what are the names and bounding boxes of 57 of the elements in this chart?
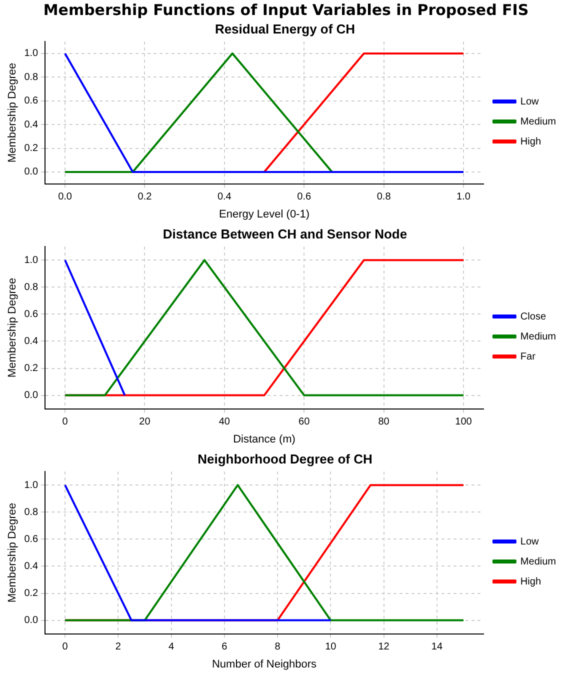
y-tick-label: 0.6 [24, 308, 39, 320]
x-tick-label: 14 [431, 642, 443, 653]
x-tick-label: 12 [378, 642, 390, 653]
legend-label: High [520, 136, 542, 148]
y-tick-label: 0.2 [24, 143, 39, 154]
legend-label: Close [520, 311, 546, 322]
y-tick-label: 0.4 [24, 560, 39, 572]
y-tick-label: 1.0 [24, 480, 39, 491]
legend-label: Far [520, 351, 536, 362]
legend-label: Low [520, 536, 540, 548]
y-tick-label: 0.0 [24, 166, 39, 178]
y-axis-title: Membership Degree [6, 278, 19, 378]
chart-title: Neighborhood Degree of CH [198, 451, 372, 466]
chart-title: Membership Functions of Input Variables in Proposed FIS [42, 0, 530, 20]
x-tick-label: 0.2 [138, 192, 152, 203]
y-tick-label: 0.4 [24, 119, 39, 130]
x-tick-label: 60 [298, 416, 310, 428]
x-axis-title: Distance (m) [233, 433, 296, 446]
y-tick-label: 0.2 [24, 363, 39, 374]
x-axis-title: Energy Level (0-1) [219, 208, 310, 220]
x-tick-label: 10 [325, 642, 337, 653]
y-tick-label: 0.6 [24, 96, 39, 107]
x-tick-label: 0.4 [217, 192, 232, 203]
legend-label: High [520, 576, 542, 588]
x-tick-label: 40 [218, 416, 230, 428]
y-tick-label: 0.8 [24, 506, 39, 518]
legend-label: Medium [520, 116, 556, 128]
y-axis-title: Membership Degree [6, 502, 19, 603]
x-tick-label: 100 [455, 416, 472, 428]
y-tick-label: 0.0 [24, 615, 39, 626]
y-tick-label: 0.2 [24, 588, 39, 599]
chart-subtitle: Residual Energy of CH [214, 21, 356, 36]
x-axis-title: Number of Neighbors [212, 658, 318, 670]
x-tick-label: 4 [168, 642, 175, 653]
x-tick-label: 0 [62, 416, 68, 428]
legend-label: Medium [520, 556, 556, 568]
x-tick-label: 8 [274, 642, 281, 653]
y-tick-label: 0.8 [24, 72, 39, 83]
y-tick-label: 0.8 [24, 282, 39, 293]
x-tick-label: 1.0 [456, 192, 471, 203]
y-tick-label: 0.6 [24, 534, 39, 545]
x-tick-label: 0.6 [297, 192, 312, 203]
x-tick-label: 2 [115, 642, 122, 653]
x-tick-label: 0.0 [58, 192, 72, 203]
x-tick-label: 20 [139, 416, 151, 428]
legend-label: Medium [520, 331, 556, 342]
legend-label: Low [520, 96, 540, 108]
y-tick-label: 0.4 [24, 336, 39, 347]
y-tick-label: 0.0 [24, 390, 39, 402]
x-tick-label: 80 [378, 416, 390, 428]
x-tick-label: 6 [222, 642, 228, 653]
y-axis-title: Membership Degree [6, 62, 19, 163]
x-tick-label: 0.8 [376, 192, 392, 203]
y-tick-label: 1.0 [24, 48, 39, 60]
y-tick-label: 1.0 [24, 254, 39, 266]
x-tick-label: 0 [62, 642, 68, 653]
chart-title: Distance Between CH and Sensor Node [162, 226, 408, 242]
